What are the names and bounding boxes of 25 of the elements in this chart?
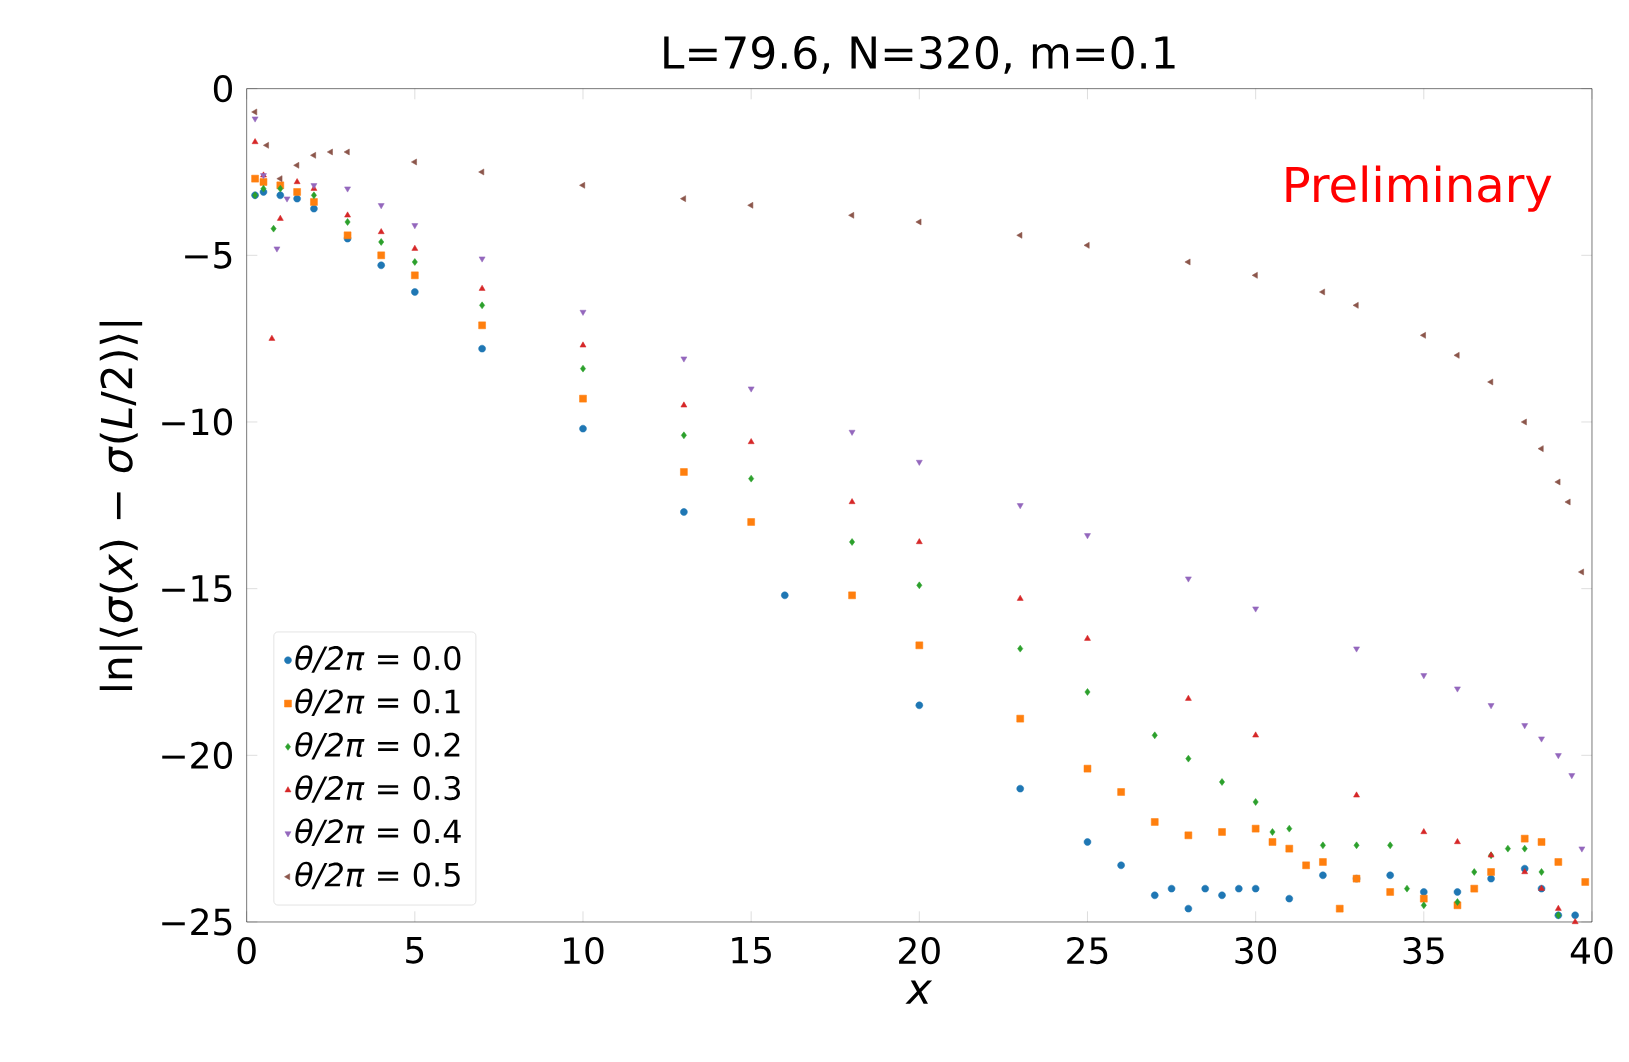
legend-label: θ/2π = 0.4	[295, 818, 461, 846]
text: ln|⟨σ(x) − σ(L/2)⟩|	[99, 321, 143, 691]
x-tick-label: 0	[237, 936, 256, 965]
y-tick-label: −5	[185, 241, 232, 269]
x-tick-label: 25	[1067, 936, 1108, 965]
legend-label: θ/2π = 0.0	[295, 645, 461, 673]
x-tick-label: 35	[1403, 936, 1444, 965]
y-tick-label: −15	[162, 575, 232, 603]
x-tick-label: 5	[406, 936, 424, 964]
y-tick-label: 0	[213, 75, 233, 103]
y-tick-label: −10	[162, 408, 233, 436]
x-tick-label: 40	[1570, 936, 1613, 965]
chart-title: L=79.6, N=320, m=0.1	[664, 35, 1175, 74]
x-tick-label: 10	[564, 936, 604, 965]
legend-label: θ/2π = 0.2	[295, 731, 460, 760]
legend-label: θ/2π = 0.3	[295, 775, 460, 803]
y-tick-label: −25	[162, 908, 232, 936]
x-tick-label: 15	[732, 936, 771, 964]
x-tick-label: 20	[899, 936, 940, 965]
legend-label: θ/2π = 0.5	[295, 861, 460, 890]
x-axis-title: x	[905, 980, 933, 1004]
annotation: Preliminary	[1286, 165, 1552, 212]
legend-label: θ/2π = 0.1	[295, 688, 460, 717]
y-tick-label: −20	[162, 741, 233, 769]
x-tick-label: 30	[1235, 936, 1277, 965]
